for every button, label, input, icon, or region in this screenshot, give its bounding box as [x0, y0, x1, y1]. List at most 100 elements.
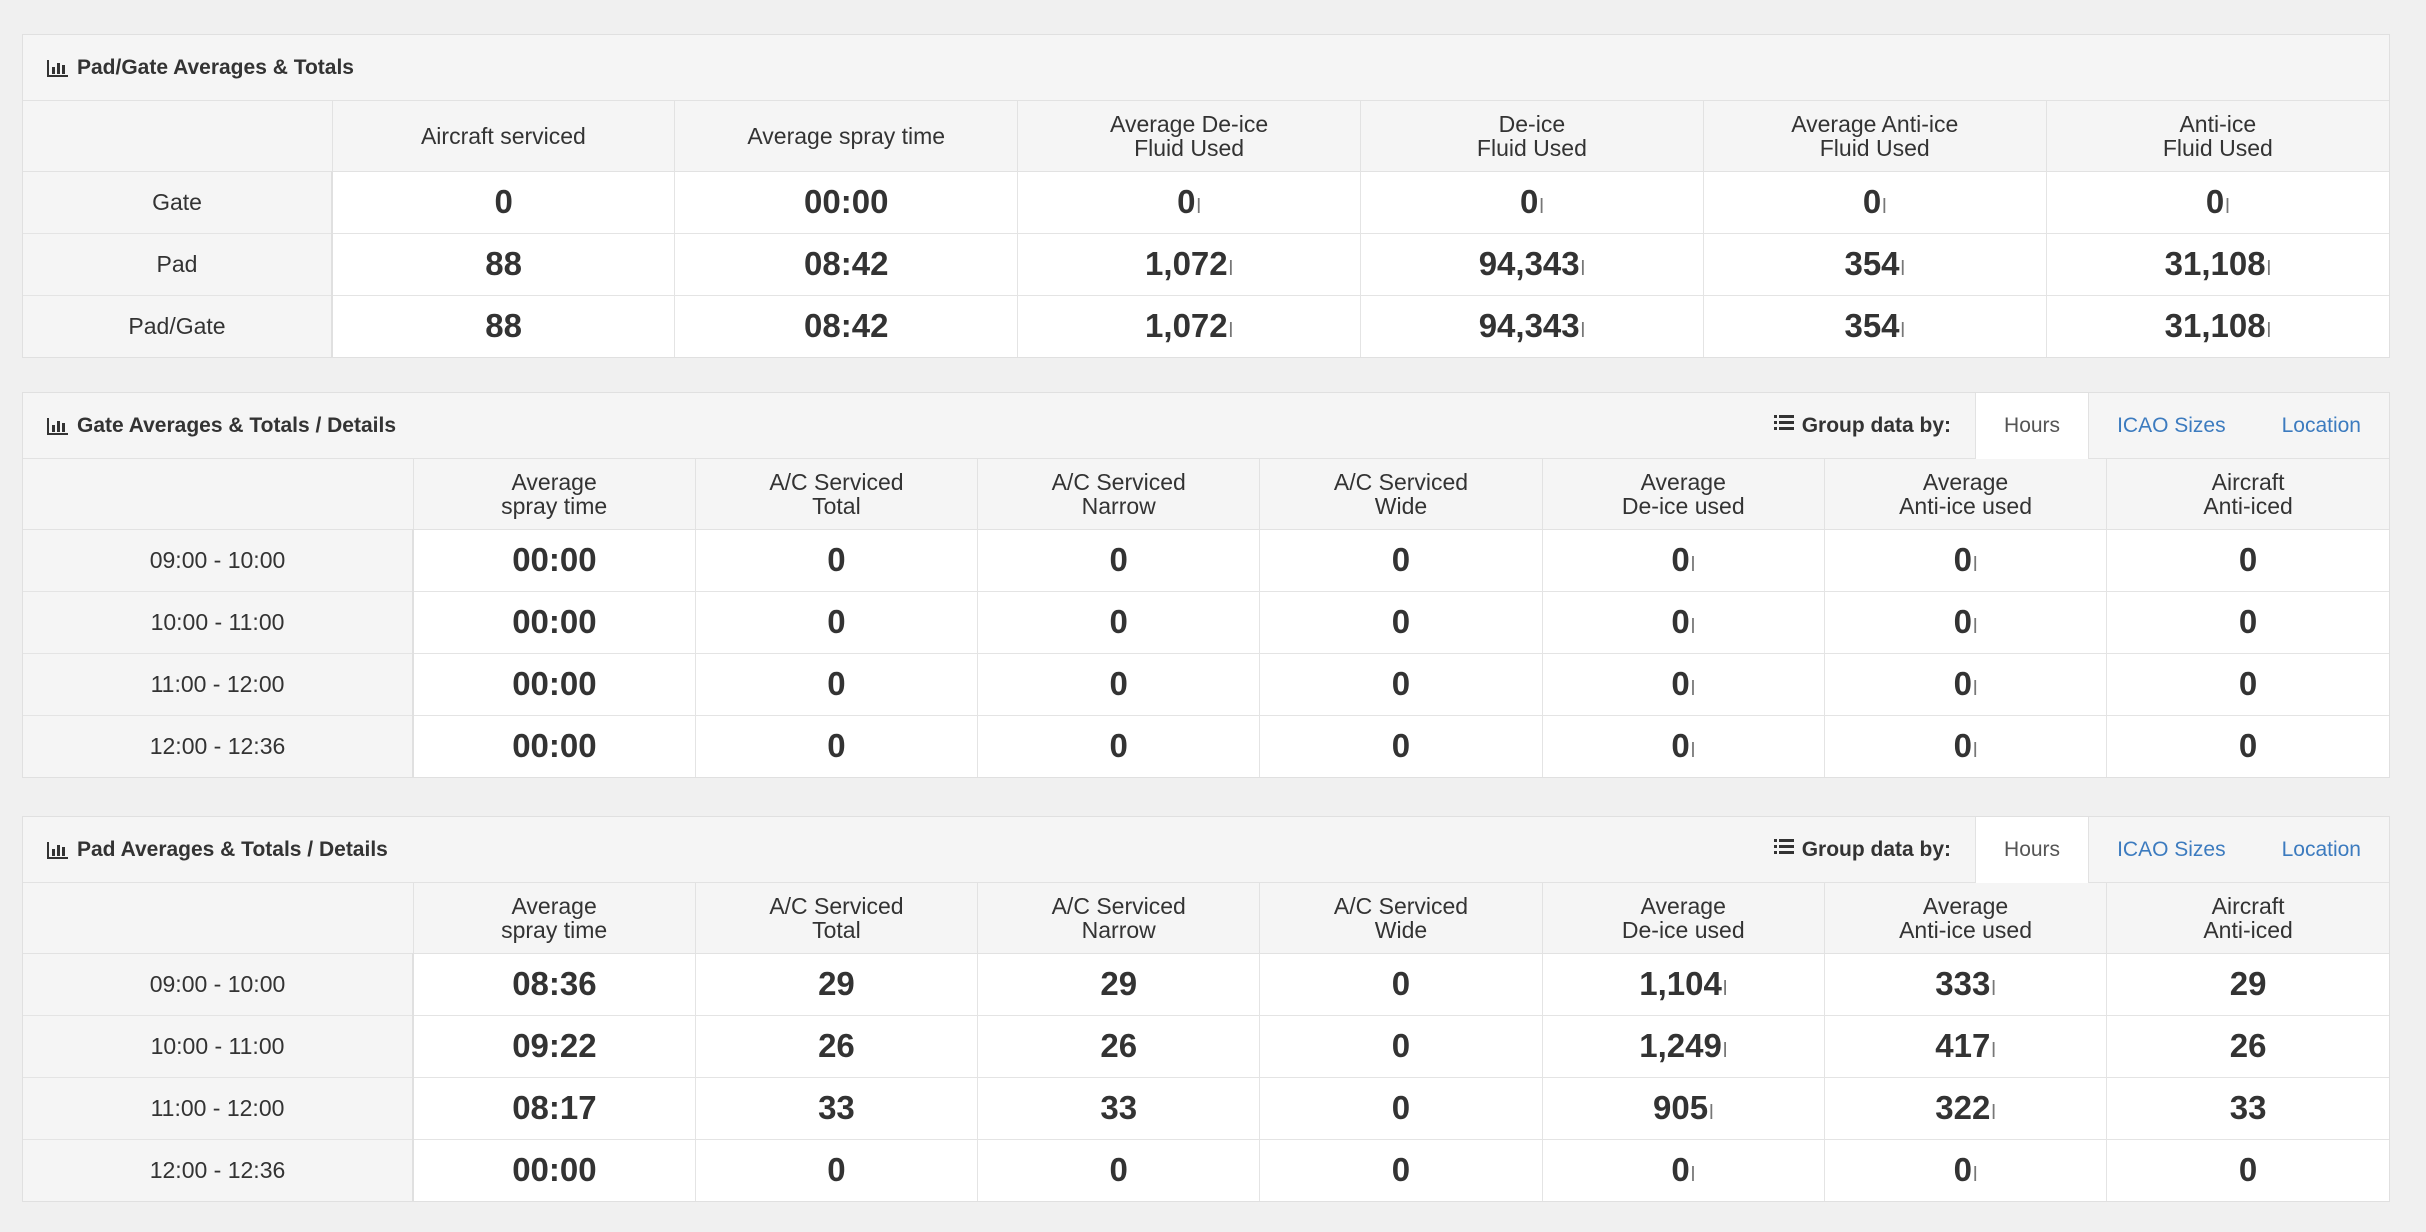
- cell-value: 29: [1100, 965, 1138, 1002]
- cell-value: 0: [1953, 665, 1972, 702]
- cell-value: 0: [1391, 665, 1411, 702]
- pad-averages-panel: Pad Averages & Totals / Details Group da…: [22, 816, 2390, 1202]
- table-cell: 0: [977, 1139, 1261, 1201]
- corner-header: [23, 459, 414, 530]
- table-cell: 0l: [1824, 715, 2108, 777]
- table-cell: 0: [1259, 653, 1543, 716]
- group-by-label: Group data by:: [1773, 817, 1975, 883]
- column-header: A/C Serviced Total: [695, 883, 979, 954]
- table-cell: 0l: [1017, 171, 1361, 234]
- table-cell: 1,072l: [1017, 295, 1361, 357]
- table-cell: 0l: [1824, 529, 2108, 592]
- cell-value: 0: [1391, 1089, 1411, 1126]
- cell-value: 0: [1391, 603, 1411, 640]
- table-cell: 0: [1259, 715, 1543, 777]
- table-cell: 00:00: [413, 715, 696, 777]
- cell-value: 0: [2238, 665, 2258, 702]
- panel-header: Pad Averages & Totals / Details Group da…: [23, 817, 2389, 883]
- tab-location[interactable]: Location: [2281, 838, 2361, 861]
- table-cell: 0: [977, 529, 1261, 592]
- table-cell: 88: [332, 295, 676, 357]
- cell-value: 33: [818, 1089, 855, 1126]
- cell-value: 29: [2229, 965, 2267, 1002]
- tab-icao-sizes[interactable]: ICAO Sizes: [2117, 838, 2226, 861]
- cell-value: 1,072: [1145, 307, 1228, 345]
- cell-value: 0: [827, 603, 846, 640]
- row-label: 12:00 - 12:36: [23, 1139, 414, 1201]
- group-by-control: Group data by: Hours ICAO Sizes Location: [1773, 817, 2389, 883]
- unit-label: l: [1991, 978, 1996, 1000]
- pad-details-table: Average spray time A/C Serviced Total A/C …: [23, 883, 2389, 1201]
- unit-label: l: [1690, 740, 1696, 763]
- table-cell: 0: [695, 715, 979, 777]
- bar-chart-icon: [47, 417, 69, 435]
- table-cell: 0l: [1542, 1139, 1825, 1201]
- cell-value: 26: [2229, 1027, 2267, 1064]
- table-cell: 0l: [1542, 529, 1825, 592]
- cell-value: 88: [485, 245, 523, 282]
- row-label: 11:00 - 12:00: [23, 653, 414, 716]
- column-header: Average De-ice used: [1542, 459, 1825, 530]
- column-header: Average De-ice used: [1542, 883, 1825, 954]
- table-cell: 00:00: [413, 653, 696, 716]
- table-cell: 29: [2106, 953, 2389, 1016]
- cell-value: 0: [1862, 183, 1882, 220]
- cell-value: 26: [818, 1027, 855, 1064]
- unit-label: l: [1973, 740, 1978, 763]
- unit-label: l: [2225, 196, 2230, 218]
- row-label: Pad/Gate: [23, 295, 333, 357]
- cell-value: 0: [827, 1151, 846, 1189]
- cell-value: 33: [2229, 1089, 2267, 1126]
- column-header: Average spray time: [413, 459, 696, 530]
- unit-label: l: [1882, 196, 1887, 218]
- unit-label: l: [1900, 320, 1905, 343]
- cell-value: 08:42: [804, 245, 889, 282]
- table-cell: 26: [977, 1015, 1261, 1078]
- table-cell: 33: [2106, 1077, 2389, 1140]
- cell-value: 0: [1109, 1151, 1128, 1189]
- list-icon: [1773, 838, 1794, 862]
- table-row: Pad/Gate 88 08:42 1,072l 94,343l 354l 31,108l: [23, 295, 2389, 357]
- table-cell: 0l: [1542, 715, 1825, 777]
- table-cell: 26: [695, 1015, 979, 1078]
- cell-value: 08:17: [512, 1089, 597, 1126]
- row-label: Pad: [23, 233, 333, 296]
- row-label: Gate: [23, 171, 333, 234]
- cell-value: 1,249: [1639, 1027, 1722, 1064]
- unit-label: l: [1991, 1102, 1996, 1124]
- unit-label: l: [2266, 258, 2272, 280]
- unit-label: l: [2266, 320, 2272, 343]
- table-cell: 94,343l: [1360, 295, 1704, 357]
- cell-value: 26: [1100, 1027, 1138, 1064]
- row-label: 10:00 - 11:00: [23, 591, 414, 654]
- table-cell: 0: [977, 653, 1261, 716]
- cell-value: 0: [1671, 603, 1690, 640]
- tab-location[interactable]: Location: [2281, 414, 2361, 437]
- group-by-label: Group data by:: [1773, 393, 1975, 459]
- row-label: 09:00 - 10:00: [23, 953, 414, 1016]
- cell-value: 00:00: [512, 1151, 597, 1189]
- cell-value: 09:22: [512, 1027, 597, 1064]
- column-header: Average Anti-ice Fluid Used: [1703, 101, 2047, 172]
- tab-hours[interactable]: Hours: [1975, 817, 2090, 883]
- table-cell: 00:00: [413, 1139, 696, 1201]
- cell-value: 00:00: [512, 541, 597, 578]
- column-header: Average De-ice Fluid Used: [1017, 101, 1361, 172]
- table-cell: 00:00: [413, 591, 696, 654]
- table-cell: 0: [977, 715, 1261, 777]
- table-cell: 0l: [1824, 653, 2108, 716]
- table-cell: 09:22: [413, 1015, 696, 1078]
- tab-icao-sizes[interactable]: ICAO Sizes: [2117, 414, 2226, 437]
- row-label: 12:00 - 12:36: [23, 715, 414, 777]
- table-cell: 1,249l: [1542, 1015, 1825, 1078]
- column-header: Average spray time: [413, 883, 696, 954]
- tab-hours[interactable]: Hours: [1975, 393, 2090, 459]
- cell-value: 0: [827, 665, 846, 702]
- table-cell: 33: [695, 1077, 979, 1140]
- cell-value: 08:36: [512, 965, 597, 1002]
- table-cell: 1,072l: [1017, 233, 1361, 296]
- pad-gate-table: Aircraft serviced Average spray time Avera…: [23, 101, 2389, 357]
- table-cell: 0l: [1542, 591, 1825, 654]
- table-cell: 0l: [1703, 171, 2047, 234]
